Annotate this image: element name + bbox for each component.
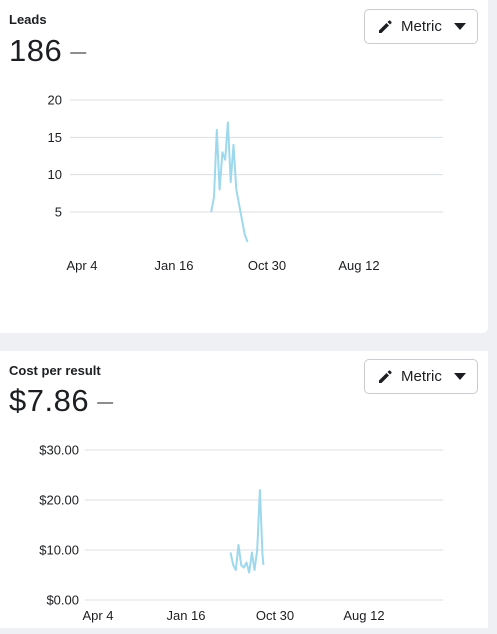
leads-y-tick-label: 15	[48, 130, 62, 145]
leads-series-line	[210, 121, 249, 243]
leads-y-tick-label: 20	[48, 93, 62, 108]
cost-y-tick-label: $20.00	[39, 493, 79, 508]
pencil-icon	[379, 19, 392, 33]
cost-x-tick-label: Oct 30	[256, 608, 294, 623]
leads-x-tick-label: Oct 30	[248, 258, 286, 273]
leads-y-tick-label: 5	[55, 205, 62, 220]
cost-card: Cost per result $7.86 — Metric $0.00 $10.0…	[0, 351, 488, 628]
cost-x-tick-label: Aug 12	[343, 608, 384, 623]
cost-x-tick-label: Jan 16	[166, 608, 205, 623]
cost-y-tick-label: $30.00	[39, 443, 79, 458]
cost-y-tick-label: $0.00	[46, 593, 79, 608]
caret-down-icon	[453, 373, 466, 380]
cost-chart: $0.00 $10.00 $20.00 $30.00 Apr 4 Jan 16 Oct 30…	[39, 443, 443, 623]
cost-delta: —	[97, 393, 114, 411]
leads-card: Leads 186 — Metric 5 10 15 20 Apr 4 Jan 16 Oct …	[0, 0, 488, 333]
cost-series-line	[229, 489, 265, 574]
pencil-icon	[379, 369, 392, 383]
leads-metric-button[interactable]: Metric	[364, 9, 478, 44]
leads-value-group: 186 —	[9, 33, 87, 69]
cost-metric-button[interactable]: Metric	[364, 359, 478, 394]
leads-delta: —	[70, 43, 87, 61]
leads-title: Leads	[9, 12, 47, 27]
leads-x-tick-label: Apr 4	[66, 258, 97, 273]
leads-value: 186	[9, 33, 63, 68]
cost-title: Cost per result	[9, 363, 101, 378]
leads-chart: 5 10 15 20 Apr 4 Jan 16 Oct 30 Aug 12	[48, 93, 443, 273]
leads-metric-label: Metric	[401, 18, 442, 35]
cost-y-tick-label: $10.00	[39, 543, 79, 558]
cost-value: $7.86	[9, 383, 90, 418]
leads-x-tick-label: Aug 12	[338, 258, 379, 273]
leads-x-tick-label: Jan 16	[154, 258, 193, 273]
caret-down-icon	[453, 23, 466, 30]
leads-y-tick-label: 10	[48, 167, 62, 182]
cost-metric-label: Metric	[401, 368, 442, 385]
cost-x-tick-label: Apr 4	[82, 608, 113, 623]
cost-value-group: $7.86 —	[9, 383, 114, 419]
